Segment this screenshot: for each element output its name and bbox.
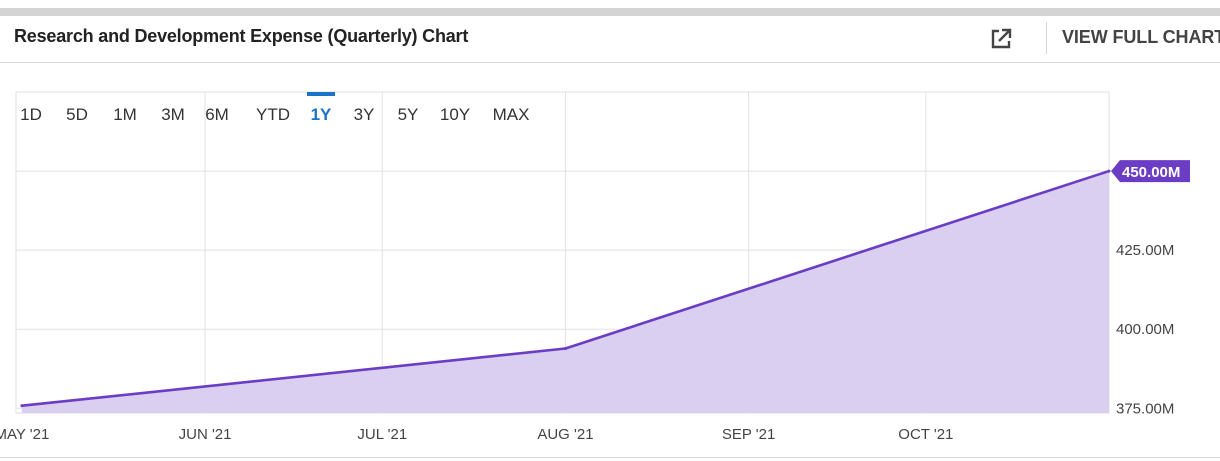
range-6m[interactable]: 6M (205, 105, 229, 124)
last-value-label: 450.00M (1122, 164, 1180, 181)
range-5y[interactable]: 5Y (397, 105, 419, 124)
data-point (1107, 169, 1111, 173)
range-1d[interactable]: 1D (20, 105, 42, 124)
series-area (21, 171, 1110, 413)
range-1y[interactable]: 1Y (307, 92, 335, 132)
view-full-chart-button[interactable]: VIEW FULL CHART (1062, 27, 1220, 47)
y-tick-label: 375.00M (1116, 400, 1174, 417)
x-tick-label: MAY '21 (0, 426, 49, 443)
data-point (20, 404, 24, 408)
chart-title: Research and Development Expense (Quarte… (14, 26, 469, 46)
y-tick-label: 425.00M (1116, 242, 1174, 259)
external-link-icon[interactable] (988, 26, 1014, 52)
x-tick-label: JUN '21 (179, 426, 232, 443)
range-ytd[interactable]: YTD (256, 105, 290, 124)
x-tick-label: SEP '21 (722, 426, 775, 443)
x-tick-label: OCT '21 (898, 426, 953, 443)
footer-divider (0, 457, 1220, 458)
range-3y[interactable]: 3Y (353, 105, 375, 124)
range-max[interactable]: MAX (492, 105, 530, 124)
top-accent-bar (0, 8, 1220, 16)
data-point (563, 346, 567, 350)
x-tick-label: JUL '21 (357, 426, 407, 443)
y-tick-label: 400.00M (1116, 321, 1174, 338)
range-3m[interactable]: 3M (161, 105, 185, 124)
range-1m[interactable]: 1M (113, 105, 137, 124)
range-5d[interactable]: 5D (66, 105, 88, 124)
chart-header: Research and Development Expense (Quarte… (0, 16, 1220, 63)
x-tick-label: AUG '21 (537, 426, 593, 443)
range-10y[interactable]: 10Y (439, 105, 471, 124)
last-value-badge (1111, 160, 1190, 183)
header-divider (1046, 22, 1047, 54)
